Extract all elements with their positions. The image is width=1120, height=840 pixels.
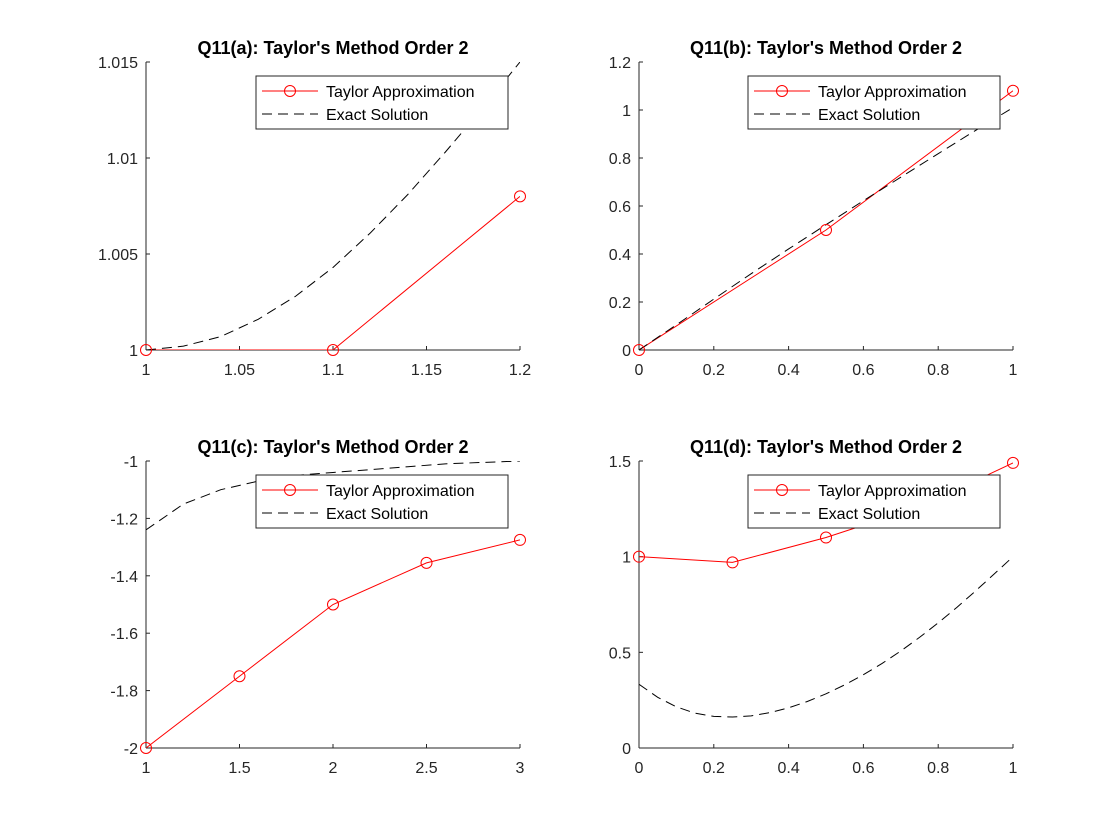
y-tick-label: 0: [622, 343, 631, 360]
chart-title: Q11(d): Taylor's Method Order 2: [690, 437, 962, 457]
x-tick-label: 0: [635, 362, 644, 379]
chart-panel-2: 1 1.5 2 2.5 3 -2 -1.8 -1.6 -1.4 -1.2 -1 Q11(c): Tay…: [110, 437, 526, 777]
legend-exact-label: Exact Solution: [326, 506, 428, 523]
x-tick-label: 1.1: [322, 362, 344, 379]
taylor-approximation-marker: [140, 344, 152, 356]
taylor-approximation-marker: [1007, 456, 1019, 469]
x-tick-label: 2.5: [415, 760, 437, 777]
chart-title: Q11(b): Taylor's Method Order 2: [690, 38, 962, 58]
plot-area: [146, 461, 520, 748]
taylor-approximation-marker: [514, 533, 526, 546]
legend: Taylor Approximation Exact Solution: [747, 75, 1001, 130]
x-tick-label: 0.4: [777, 760, 799, 777]
y-tick-label: 1.015: [98, 55, 138, 72]
chart-title: Q11(c): Taylor's Method Order 2: [197, 437, 468, 457]
legend-box: [255, 474, 509, 529]
legend-exact-label: Exact Solution: [818, 107, 920, 124]
taylor-approximation-line: [146, 539, 520, 748]
legend: Taylor Approximation Exact Solution: [255, 474, 509, 529]
x-tick-label: 3: [516, 760, 525, 777]
taylor-approximation-marker: [1007, 84, 1019, 97]
taylor-approximation-marker: [820, 531, 832, 544]
legend-box: [747, 75, 1001, 130]
taylor-approximation-marker: [820, 224, 832, 236]
taylor-approximation-marker: [233, 670, 246, 683]
legend-exact-label: Exact Solution: [326, 107, 428, 124]
x-tick-label: 1: [1009, 362, 1018, 379]
y-tick-label: 1: [129, 343, 138, 360]
taylor-approximation-marker: [514, 190, 526, 203]
y-tick-label: 1.2: [609, 55, 631, 72]
legend-taylor-swatch-marker: [776, 484, 788, 496]
x-tick-label: 1.5: [228, 760, 250, 777]
y-tick-label: 1: [622, 550, 631, 567]
x-tick-label: 0.2: [703, 760, 725, 777]
y-tick-label: 0.2: [609, 295, 631, 312]
x-tick-label: 0.4: [777, 362, 799, 379]
x-tick-label: 1: [142, 362, 151, 379]
chart-panel-0: 1 1.05 1.1 1.15 1.2 1 1.005 1.01 1.015 Q11(a): Ta…: [98, 38, 531, 379]
exact-solution-line: [146, 461, 520, 531]
legend-box: [255, 75, 509, 130]
x-tick-label: 1.05: [224, 362, 255, 379]
y-tick-label: 1: [622, 103, 631, 120]
taylor-approximation-marker: [726, 556, 739, 569]
taylor-approximation-marker: [327, 598, 339, 611]
x-tick-label: 0.6: [852, 760, 874, 777]
taylor-approximation-marker: [140, 742, 152, 754]
y-tick-label: 0.8: [609, 151, 631, 168]
x-tick-label: 2: [329, 760, 338, 777]
legend-taylor-swatch-marker: [284, 85, 296, 97]
x-tick-label: 0.2: [703, 362, 725, 379]
chart-panel-3: 0 0.2 0.4 0.6 0.8 1 0 0.5 1 1.5 Q11(d): Taylor's M…: [609, 437, 1019, 777]
taylor-approximation-line: [146, 196, 520, 350]
chart-title: Q11(a): Taylor's Method Order 2: [197, 38, 468, 58]
legend: Taylor Approximation Exact Solution: [747, 474, 1001, 529]
y-tick-label: 0.5: [609, 645, 631, 662]
y-tick-label: 1.5: [609, 454, 631, 471]
legend: Taylor Approximation Exact Solution: [255, 75, 509, 130]
taylor-approximation-marker: [327, 344, 339, 356]
y-tick-label: 0.4: [609, 247, 631, 264]
y-tick-label: -1.4: [110, 569, 138, 586]
legend-taylor-label: Taylor Approximation: [326, 84, 475, 101]
x-tick-label: 1: [142, 760, 151, 777]
exact-solution-line: [146, 62, 520, 350]
chart-panel-1: 0 0.2 0.4 0.6 0.8 1 0 0.2 0.4 0.6 0.8 1 1.2 Q11(b): T…: [609, 38, 1019, 379]
y-tick-label: 0.6: [609, 199, 631, 216]
y-tick-label: -1.6: [110, 626, 138, 643]
x-tick-label: 0: [635, 760, 644, 777]
exact-solution-line: [639, 556, 1013, 718]
y-tick-label: 1.01: [107, 151, 138, 168]
taylor-approximation-marker: [633, 344, 645, 356]
y-tick-label: -2: [124, 741, 138, 758]
plot-area: [146, 62, 520, 350]
legend-exact-label: Exact Solution: [818, 506, 920, 523]
legend-taylor-swatch-marker: [776, 85, 788, 97]
x-tick-label: 1.2: [509, 362, 531, 379]
x-tick-label: 0.6: [852, 362, 874, 379]
y-tick-label: -1: [124, 454, 138, 471]
taylor-approximation-line: [639, 90, 1013, 350]
taylor-approximation-marker: [420, 556, 433, 569]
y-tick-label: 1.005: [98, 247, 138, 264]
y-tick-label: 0: [622, 741, 631, 758]
legend-taylor-label: Taylor Approximation: [818, 84, 967, 101]
y-tick-label: -1.2: [110, 511, 138, 528]
x-tick-label: 0.8: [927, 362, 949, 379]
legend-box: [747, 474, 1001, 529]
legend-taylor-swatch-marker: [284, 484, 296, 496]
x-tick-label: 0.8: [927, 760, 949, 777]
legend-taylor-label: Taylor Approximation: [326, 483, 475, 500]
x-tick-label: 1: [1009, 760, 1018, 777]
x-tick-label: 1.15: [411, 362, 442, 379]
legend-taylor-label: Taylor Approximation: [818, 483, 967, 500]
y-tick-label: -1.8: [110, 684, 138, 701]
taylor-approximation-marker: [633, 550, 645, 563]
